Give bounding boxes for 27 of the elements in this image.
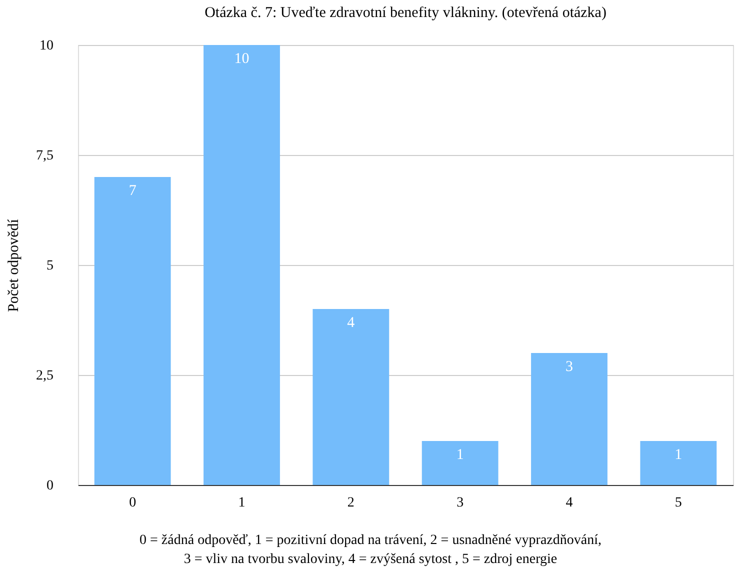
x-tick-label: 4 xyxy=(566,496,573,510)
y-tick-label: 5 xyxy=(46,258,54,274)
bar xyxy=(204,45,280,485)
x-tick-label: 3 xyxy=(456,496,464,510)
bar xyxy=(94,177,171,485)
text: 3 = vliv na tvorbu svaloviny, 4 = zvýšená sytost , 5 = zdroj energie xyxy=(184,552,558,567)
data-label: 10 xyxy=(234,51,250,67)
text: 0 = žádná odpověď, 1 = pozitivní dopad na trávení, 2 = usnadněné vyprazdňování, xyxy=(140,533,602,548)
data-label: 4 xyxy=(347,315,356,331)
x-tick-label: 1 xyxy=(238,496,246,510)
bar xyxy=(422,441,498,485)
x-tick-label: 0 xyxy=(129,496,136,510)
data-label: 3 xyxy=(566,359,573,375)
x-tick-label: 2 xyxy=(347,496,354,510)
y-tick-label: 7,5 xyxy=(36,148,54,164)
data-label: 1 xyxy=(674,447,682,463)
y-tick-label: 0 xyxy=(46,478,54,494)
x-tick-label: 5 xyxy=(674,496,682,510)
data-label: 7 xyxy=(128,183,137,199)
chart-title: Otázka č. 7: Uveďte zdravotní benefity vlákniny. (otevřená otázka) xyxy=(204,5,606,21)
data-label: 1 xyxy=(456,447,464,463)
bar xyxy=(531,353,608,485)
y-axis-title: Počet odpovědí xyxy=(6,218,22,312)
y-tick-label: 10 xyxy=(40,38,54,54)
y-tick-label: 2,5 xyxy=(36,368,54,384)
bar xyxy=(312,309,390,485)
bar xyxy=(640,441,717,485)
